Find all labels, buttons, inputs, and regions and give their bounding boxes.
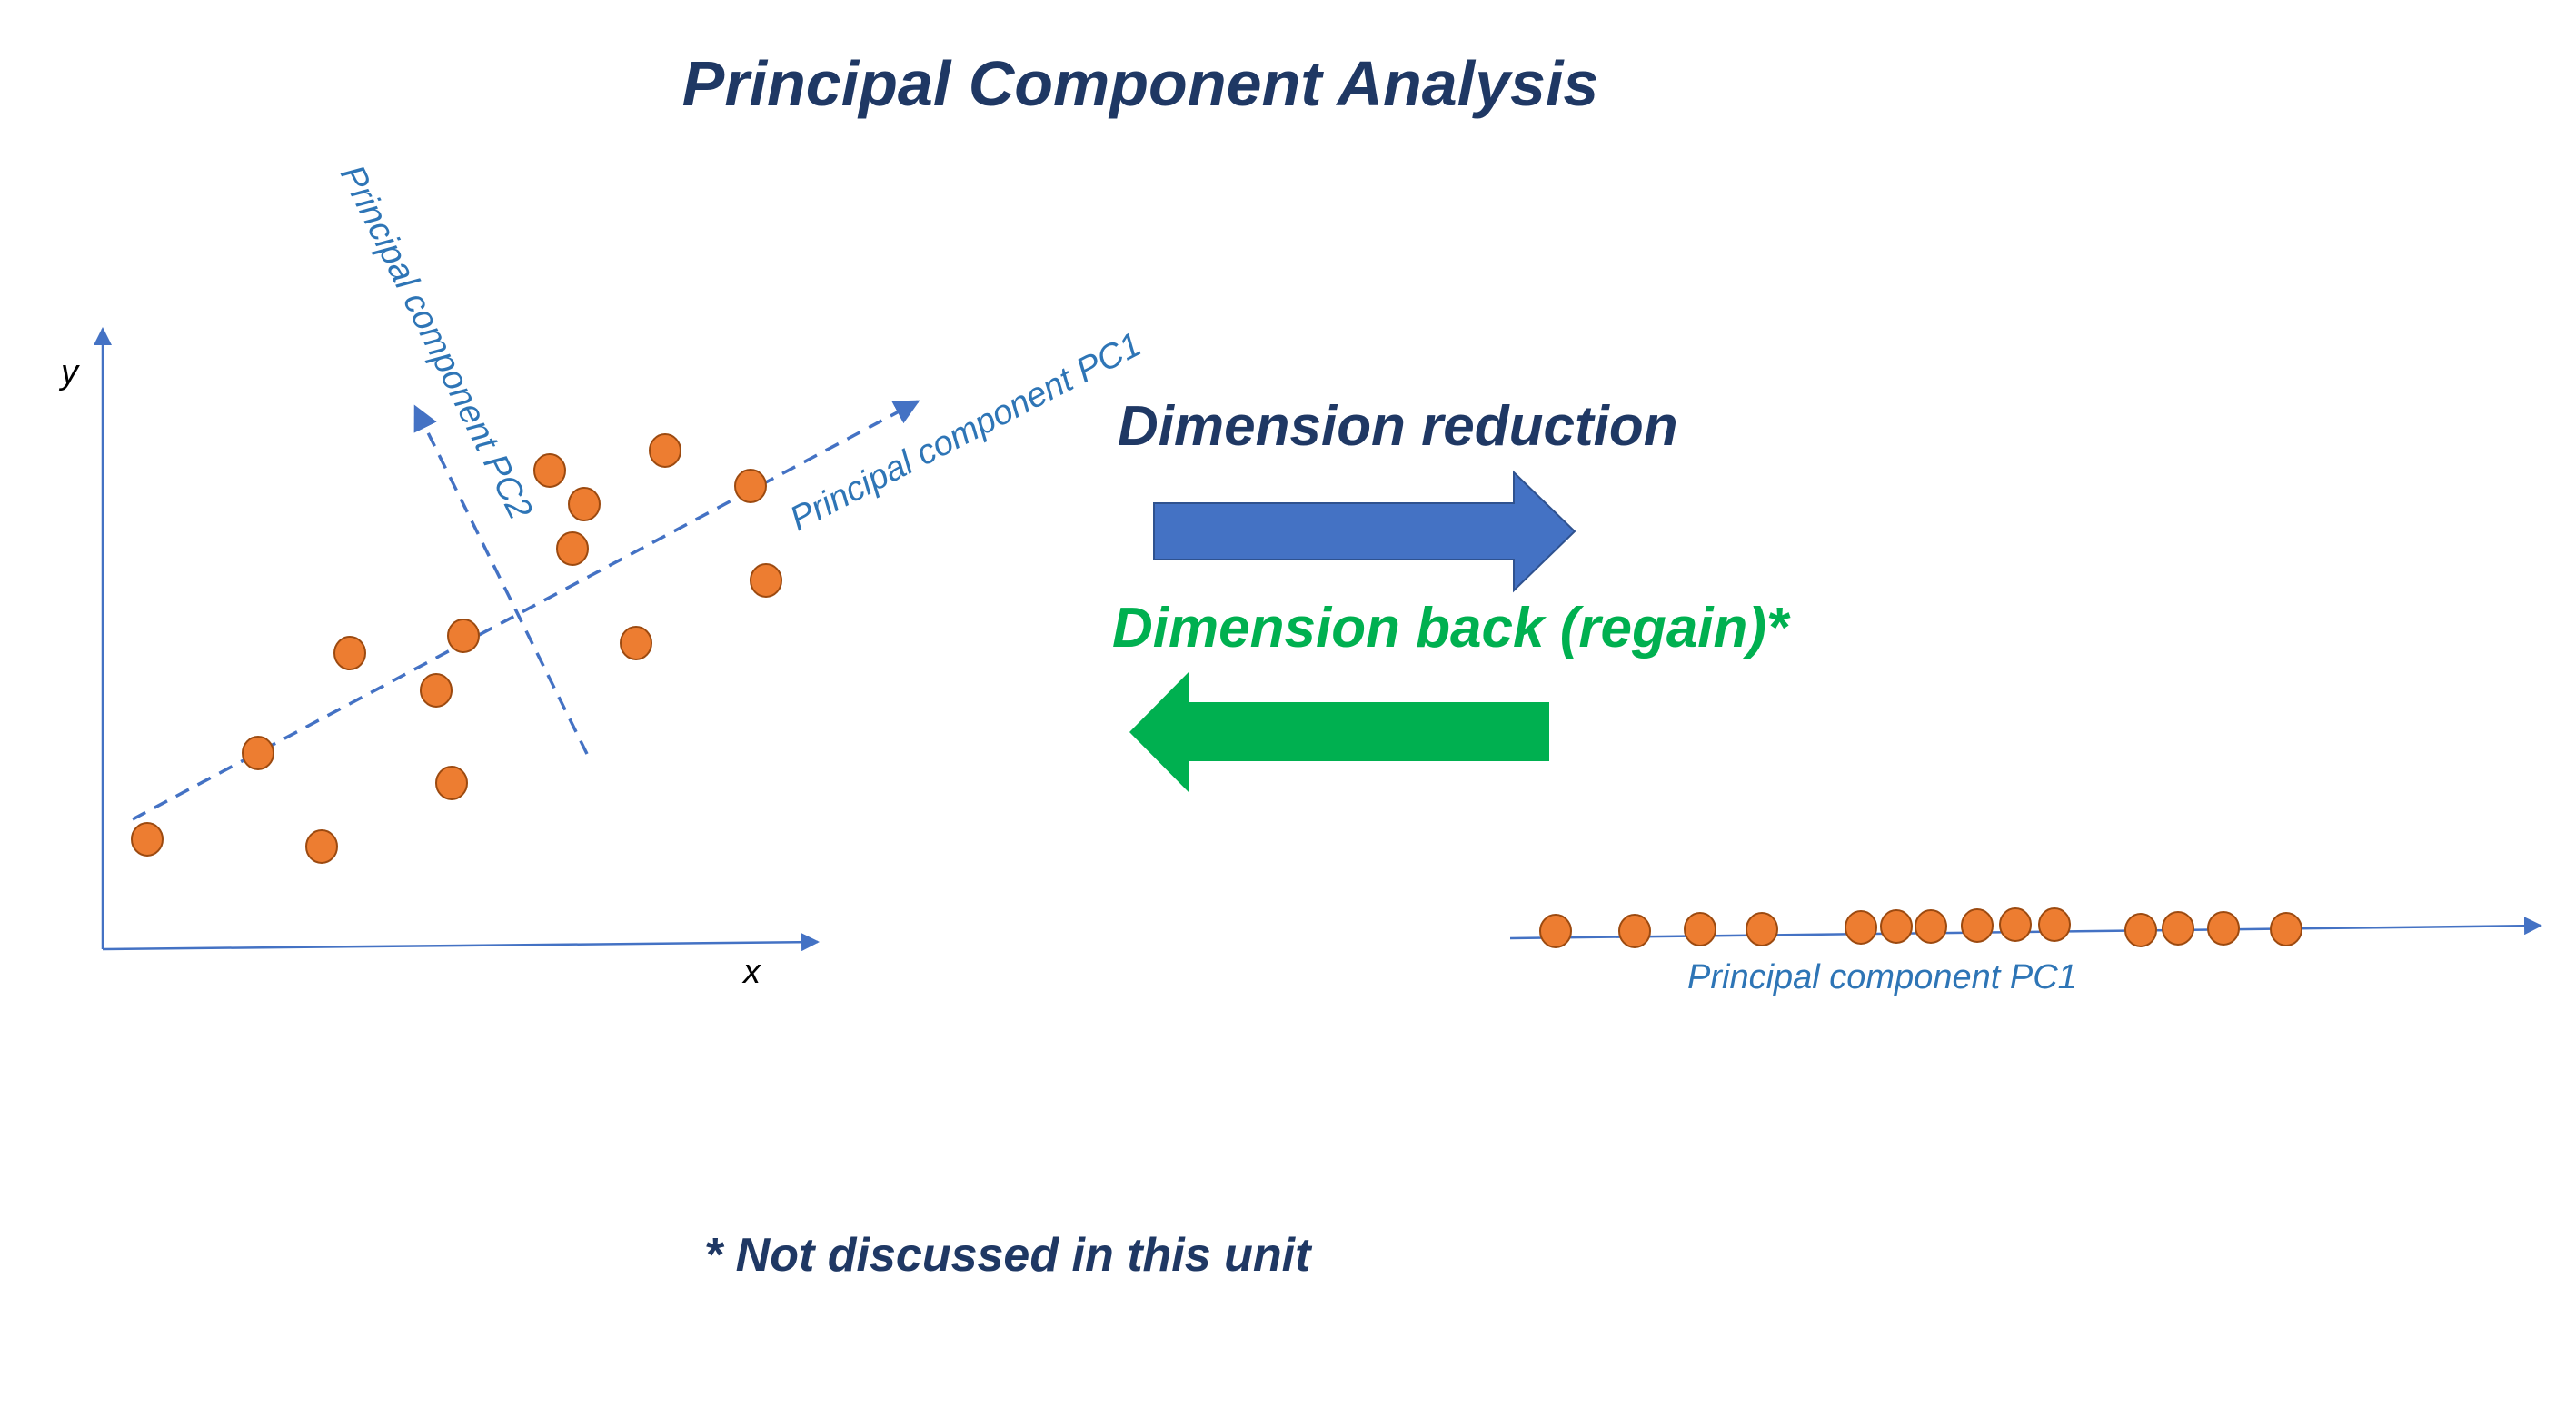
dimension-reduction-arrow: [1153, 470, 1576, 593]
x-axis: [102, 933, 820, 952]
data-point: [734, 469, 767, 503]
footnote: * Not discussed in this unit: [704, 1229, 1313, 1282]
x-axis-label: x: [741, 953, 762, 991]
data-point: [556, 531, 589, 566]
data-point: [2207, 911, 2240, 946]
data-point: [1845, 910, 1877, 945]
scatter-points: [131, 433, 782, 864]
pc1-label: Principal component PC1: [784, 325, 1148, 539]
pc2-label: Principal component PC2: [333, 159, 540, 525]
data-point: [649, 433, 681, 468]
data-point: [1684, 912, 1716, 946]
data-point: [242, 736, 274, 770]
pc2-axis: [413, 404, 589, 755]
data-point: [533, 453, 566, 488]
dimension-reduction-label: Dimension reduction: [1118, 395, 1678, 458]
data-point: [305, 829, 338, 864]
data-point: [435, 766, 468, 800]
data-point: [1746, 912, 1778, 946]
data-point: [1961, 908, 1994, 943]
data-point: [131, 822, 164, 857]
projection-plot: Principal component PC1: [1509, 907, 2542, 996]
data-point: [620, 626, 652, 660]
data-point: [750, 563, 782, 598]
page-title: Principal Component Analysis: [682, 48, 1599, 119]
dimension-regain-arrow: [1129, 672, 1549, 792]
data-point: [568, 487, 601, 521]
data-point: [2270, 912, 2302, 946]
data-point: [1880, 909, 1913, 944]
data-point: [1539, 914, 1572, 948]
dimension-regain-label: Dimension back (regain)*: [1112, 597, 1791, 659]
data-point: [1999, 907, 2032, 942]
data-point: [333, 636, 366, 670]
data-point: [447, 619, 480, 653]
projected-points: [1539, 907, 2302, 948]
data-point: [2124, 913, 2157, 947]
data-point: [2038, 907, 2071, 942]
data-point: [2162, 911, 2194, 946]
pc1-projection-label: Principal component PC1: [1687, 958, 2077, 996]
data-point: [1618, 914, 1651, 948]
y-axis-label: y: [58, 353, 80, 391]
data-point: [420, 673, 453, 708]
scatter-plot: y x Principal component PC1 Principal co…: [58, 159, 1148, 991]
data-point: [1915, 909, 1947, 944]
